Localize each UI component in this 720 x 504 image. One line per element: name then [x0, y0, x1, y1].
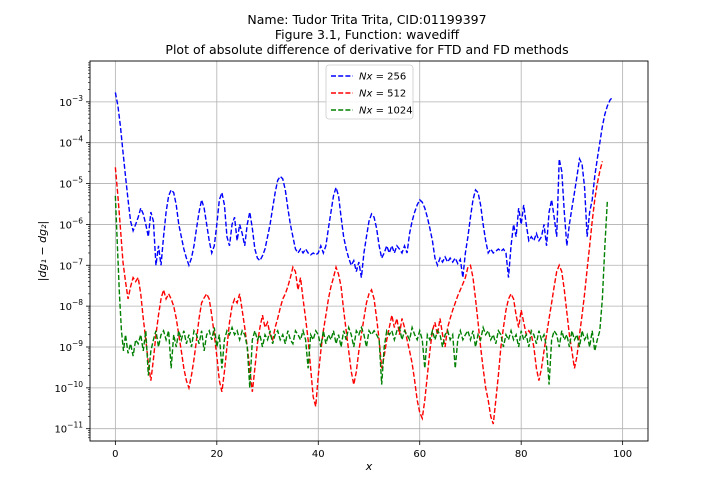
chart-title-line-3: Plot of absolute difference of derivativ… [165, 42, 568, 57]
x-axis-label: x [365, 460, 373, 473]
x-tick-label: 20 [210, 449, 223, 460]
legend-box [325, 64, 414, 120]
series-line-1 [114, 92, 614, 278]
plot-frame [89, 60, 649, 442]
legend-label-2: Nx = 512 [359, 89, 406, 100]
series-line-3 [114, 195, 609, 388]
chart-title-line-1: Name: Tudor Trita Trita, CID:01199397 [247, 12, 486, 27]
x-tick-label: 40 [312, 449, 325, 460]
x-tick-label: 100 [613, 449, 632, 460]
x-tick-label: 60 [413, 449, 426, 460]
y-axis-label: |dg₁ − dg₂| [36, 221, 49, 281]
chart-title-line-2: Figure 3.1, Function: wavediff [275, 27, 460, 42]
legend-label-3: Nx = 1024 [359, 106, 413, 117]
x-axis-ticks: 0 20 40 60 80 100 [112, 441, 632, 460]
series-group [114, 92, 614, 425]
series-line-2 [114, 161, 604, 425]
x-tick-label: 0 [112, 449, 118, 460]
legend: Nx = 256 Nx = 512 Nx = 1024 [325, 64, 414, 120]
legend-label-1: Nx = 256 [359, 72, 406, 83]
plot-area [90, 61, 648, 441]
x-tick-label: 80 [515, 449, 528, 460]
